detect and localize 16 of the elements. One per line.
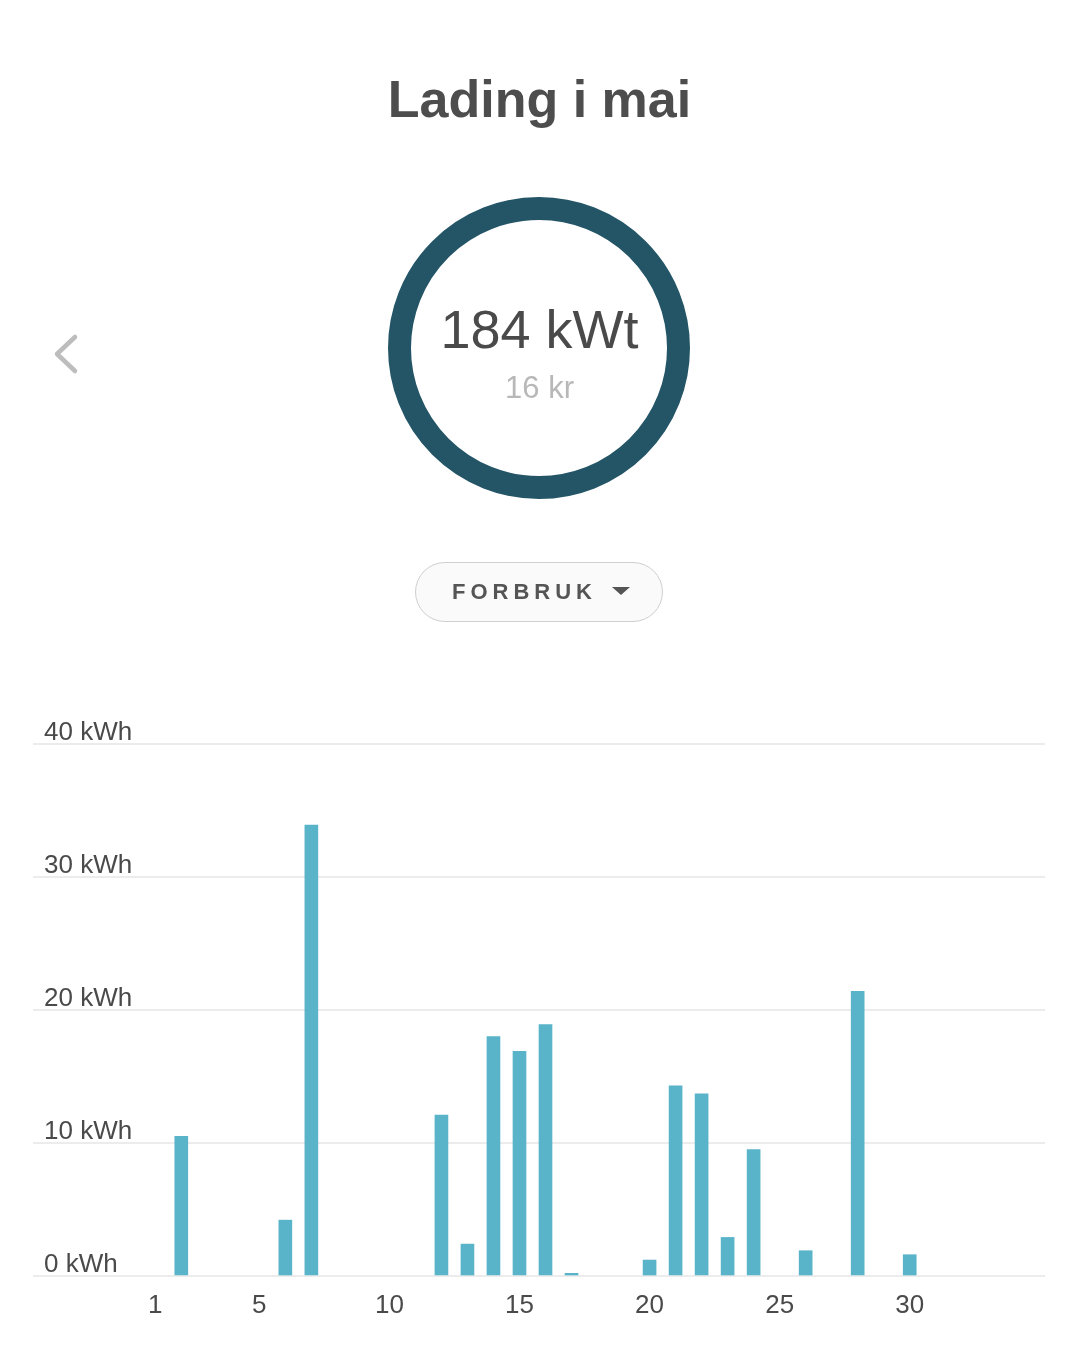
text: 184 kWt [440, 299, 639, 359]
x-tick-label: 10 [374, 1288, 404, 1319]
x-tick-label: 5 [252, 1288, 267, 1319]
y-tick-label: 20 kWh [44, 982, 133, 1013]
chart-title: Lading i mai [387, 70, 692, 128]
y-tick-label: 0 kWh [44, 1248, 118, 1279]
dropdown-button: FORBRUK [415, 562, 663, 622]
y-tick-label: 10 kWh [44, 1115, 133, 1146]
x-tick-label: 15 [505, 1288, 534, 1319]
x-tick-label: 25 [765, 1288, 795, 1319]
x-tick-label: 30 [895, 1288, 925, 1319]
y-tick-label: 40 kWh [44, 716, 133, 747]
y-tick-label: 30 kWh [44, 849, 133, 880]
text: 16 kr [505, 370, 574, 405]
x-tick-label: 20 [635, 1288, 665, 1319]
x-tick-label: 1 [148, 1288, 163, 1319]
